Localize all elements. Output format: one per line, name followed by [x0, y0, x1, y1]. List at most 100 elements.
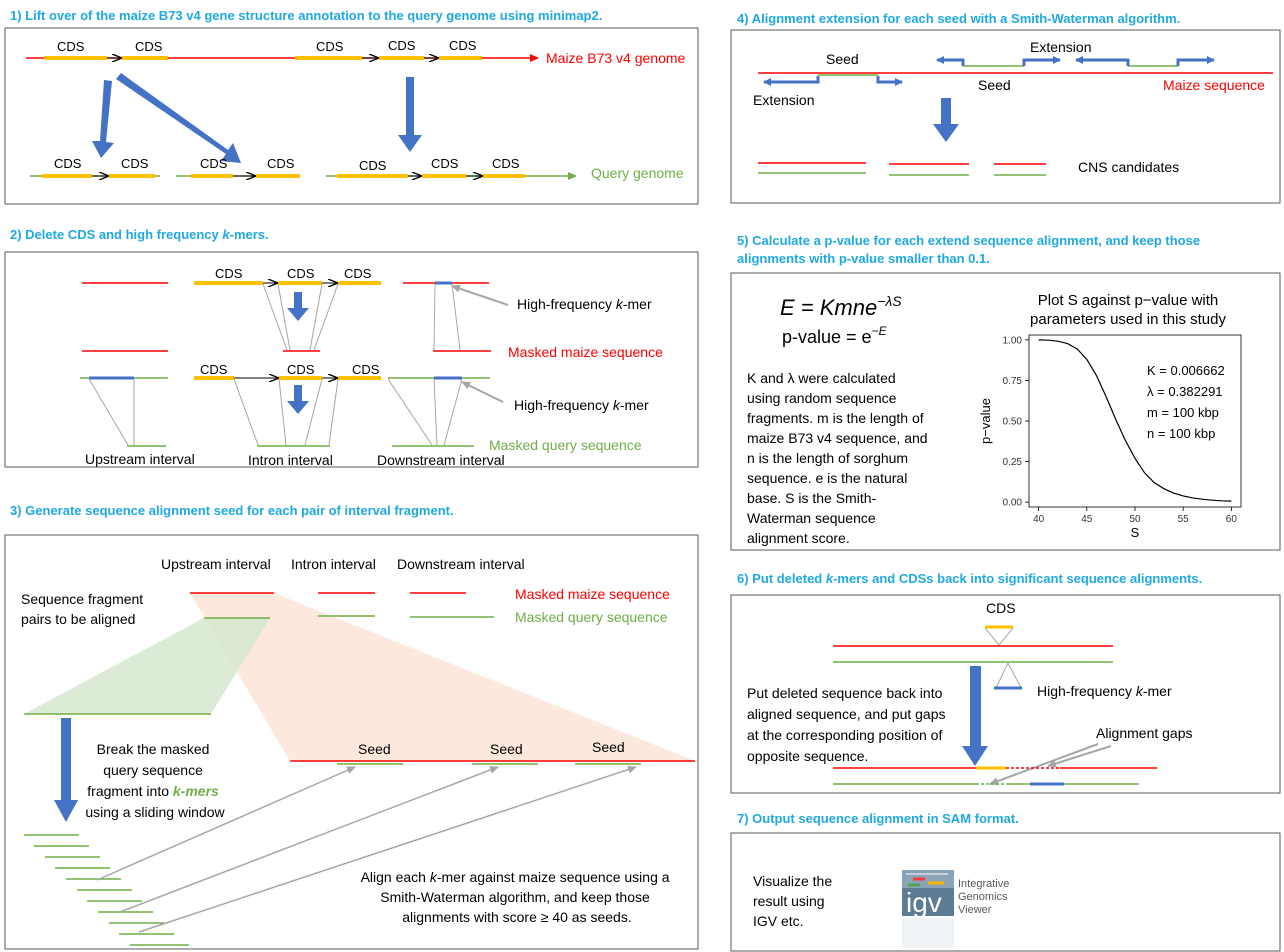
hf-kmer-pointer-2: [461, 381, 504, 403]
y-tick-label-0: 0.00: [1003, 498, 1023, 509]
svg-text:Genomics: Genomics: [958, 891, 1008, 903]
maize-cds-labels-2: CDS CDS CDS: [215, 266, 372, 281]
svg-text:CDS: CDS: [352, 362, 380, 377]
extension-arrows: [763, 56, 1215, 86]
svg-text:CDS: CDS: [54, 156, 82, 171]
extension-label-bottom: Extension: [753, 92, 814, 108]
y-axis-label: p−value: [978, 398, 993, 444]
align-text: Align each k-mer against maize sequence …: [361, 869, 674, 925]
parameter-annotation-0: K = 0.006662: [1147, 363, 1225, 378]
svg-text:CDS: CDS: [121, 156, 149, 171]
maize-deletion-connectors: [262, 283, 461, 351]
put-back-description: Put deleted sequence back into aligned s…: [747, 685, 949, 764]
gap-pointers: [989, 743, 1112, 785]
masked-pairs: [190, 592, 494, 619]
panel-3-title: 3) Generate sequence alignment seed for …: [10, 503, 454, 518]
x-tick-label-60: 60: [1226, 514, 1238, 525]
parameter-description: K and λ were calculated using random seq…: [747, 370, 931, 546]
align-arrows: [96, 765, 637, 933]
seed-label-2: Seed: [490, 741, 523, 757]
delete-arrow-query: [287, 385, 309, 414]
panel-2: 2) Delete CDS and high frequency k-mers.…: [4, 227, 699, 468]
hf-kmer-label-2: High-frequency k-mer: [514, 397, 649, 413]
hf-kmer-label-3: High-frequency k-mer: [1037, 683, 1172, 699]
panel-1-title: 1) Lift over of the maize B73 v4 gene st…: [10, 8, 602, 23]
intron-label: Intron interval: [248, 452, 333, 468]
put-back-arrow: [962, 666, 988, 766]
hf-kmer-pointer-1: [451, 284, 509, 306]
fragment-pairs-text: Sequence fragment pairs to be aligned: [21, 591, 147, 627]
panel-5: 5) Calculate a p-value for each extend s…: [730, 233, 1281, 551]
extension-down-arrow: [933, 98, 959, 142]
panel-6-box: [730, 594, 1281, 794]
svg-text:CDS: CDS: [492, 156, 520, 171]
panel-3-box: [4, 534, 699, 950]
panel-3: 3) Generate sequence alignment seed for …: [4, 503, 699, 950]
liftover-arrows: [92, 73, 422, 163]
header-intron: Intron interval: [291, 556, 376, 572]
panel-4-box: [730, 29, 1281, 204]
panel-7-title: 7) Output sequence alignment in SAM form…: [737, 811, 1019, 826]
cds-label: CDS: [986, 600, 1016, 616]
extension-label-top: Extension: [1030, 39, 1091, 55]
svg-text:Integrative: Integrative: [958, 878, 1009, 890]
svg-text:Viewer: Viewer: [958, 904, 992, 916]
svg-text:CDS: CDS: [57, 39, 85, 54]
visualize-description: Visualize the result using IGV etc.: [753, 873, 836, 929]
formula-p: p-value = e−E: [782, 324, 888, 347]
x-tick-label-50: 50: [1129, 514, 1141, 525]
x-tick-label-45: 45: [1081, 514, 1093, 525]
parameter-annotation-1: λ = 0.382291: [1147, 384, 1223, 399]
y-tick-label-3: 0.75: [1003, 376, 1023, 387]
delete-arrow-maize: [287, 292, 309, 321]
pvalue-curve-0: [1038, 339, 1232, 502]
maize-cds-labels: CDS CDS CDS CDS CDS: [57, 38, 477, 54]
pvalue-chart: Plot S against p−value with parameters us…: [978, 292, 1242, 540]
query-deletion-connectors: [88, 378, 463, 446]
projection-wedge-green: [24, 618, 270, 714]
maize-fragments: [82, 282, 491, 352]
query-cds-labels-2: CDS CDS CDS: [200, 362, 380, 377]
alignment-gaps-label: Alignment gaps: [1096, 725, 1193, 741]
break-arrow: [54, 718, 78, 822]
svg-text:CDS: CDS: [287, 266, 315, 281]
x-tick-label-55: 55: [1178, 514, 1190, 525]
maize-sequence-label: Maize sequence: [1163, 77, 1265, 93]
svg-text:CDS: CDS: [215, 266, 243, 281]
panel-4-title: 4) Alignment extension for each seed wit…: [737, 11, 1180, 26]
panel-6-title: 6) Put deleted k-mers and CDSs back into…: [737, 571, 1202, 586]
svg-text:CDS: CDS: [388, 38, 416, 53]
projection-wedge-orange: [190, 593, 695, 761]
svg-text:CDS: CDS: [316, 39, 344, 54]
seed-label-left: Seed: [826, 51, 859, 67]
panel-5-title: 5) Calculate a p-value for each extend s…: [737, 233, 1204, 266]
panel-6: 6) Put deleted k-mers and CDSs back into…: [730, 571, 1281, 794]
formula-e: E = Kmne−λS: [780, 293, 902, 320]
svg-text:CDS: CDS: [200, 362, 228, 377]
panel-5-box: [730, 272, 1281, 551]
parameter-annotation-3: n = 100 kbp: [1147, 426, 1215, 441]
parameter-annotation-2: m = 100 kbp: [1147, 405, 1219, 420]
svg-text:CDS: CDS: [267, 156, 295, 171]
x-axis-label: S: [1131, 525, 1140, 540]
kmer-stack: [24, 834, 189, 946]
break-text: Break the masked query sequence fragment…: [85, 741, 225, 820]
y-tick-label-1: 0.25: [1003, 457, 1023, 468]
svg-text:CDS: CDS: [431, 156, 459, 171]
svg-text:igv: igv: [906, 887, 942, 918]
upstream-label: Upstream interval: [85, 451, 195, 467]
seed-label-right: Seed: [978, 77, 1011, 93]
chart-plot-frame: [1028, 334, 1242, 508]
hf-kmer-label-1: High-frequency k-mer: [517, 296, 652, 312]
x-tick-label-40: 40: [1033, 514, 1045, 525]
query-genome-label: Query genome: [591, 165, 684, 181]
panel-7-box: [730, 832, 1281, 952]
masked-query-legend: Masked query sequence: [515, 609, 668, 625]
y-tick-label-4: 1.00: [1003, 335, 1023, 346]
panel-2-box: [4, 251, 699, 468]
query-cds-labels: CDS CDS CDS CDS CDS CDS CDS: [54, 156, 520, 173]
chart-title-line-1: Plot S against p−value with: [1038, 292, 1219, 309]
panel-1-box: [4, 27, 699, 205]
panel-7: 7) Output sequence alignment in SAM form…: [730, 811, 1281, 952]
